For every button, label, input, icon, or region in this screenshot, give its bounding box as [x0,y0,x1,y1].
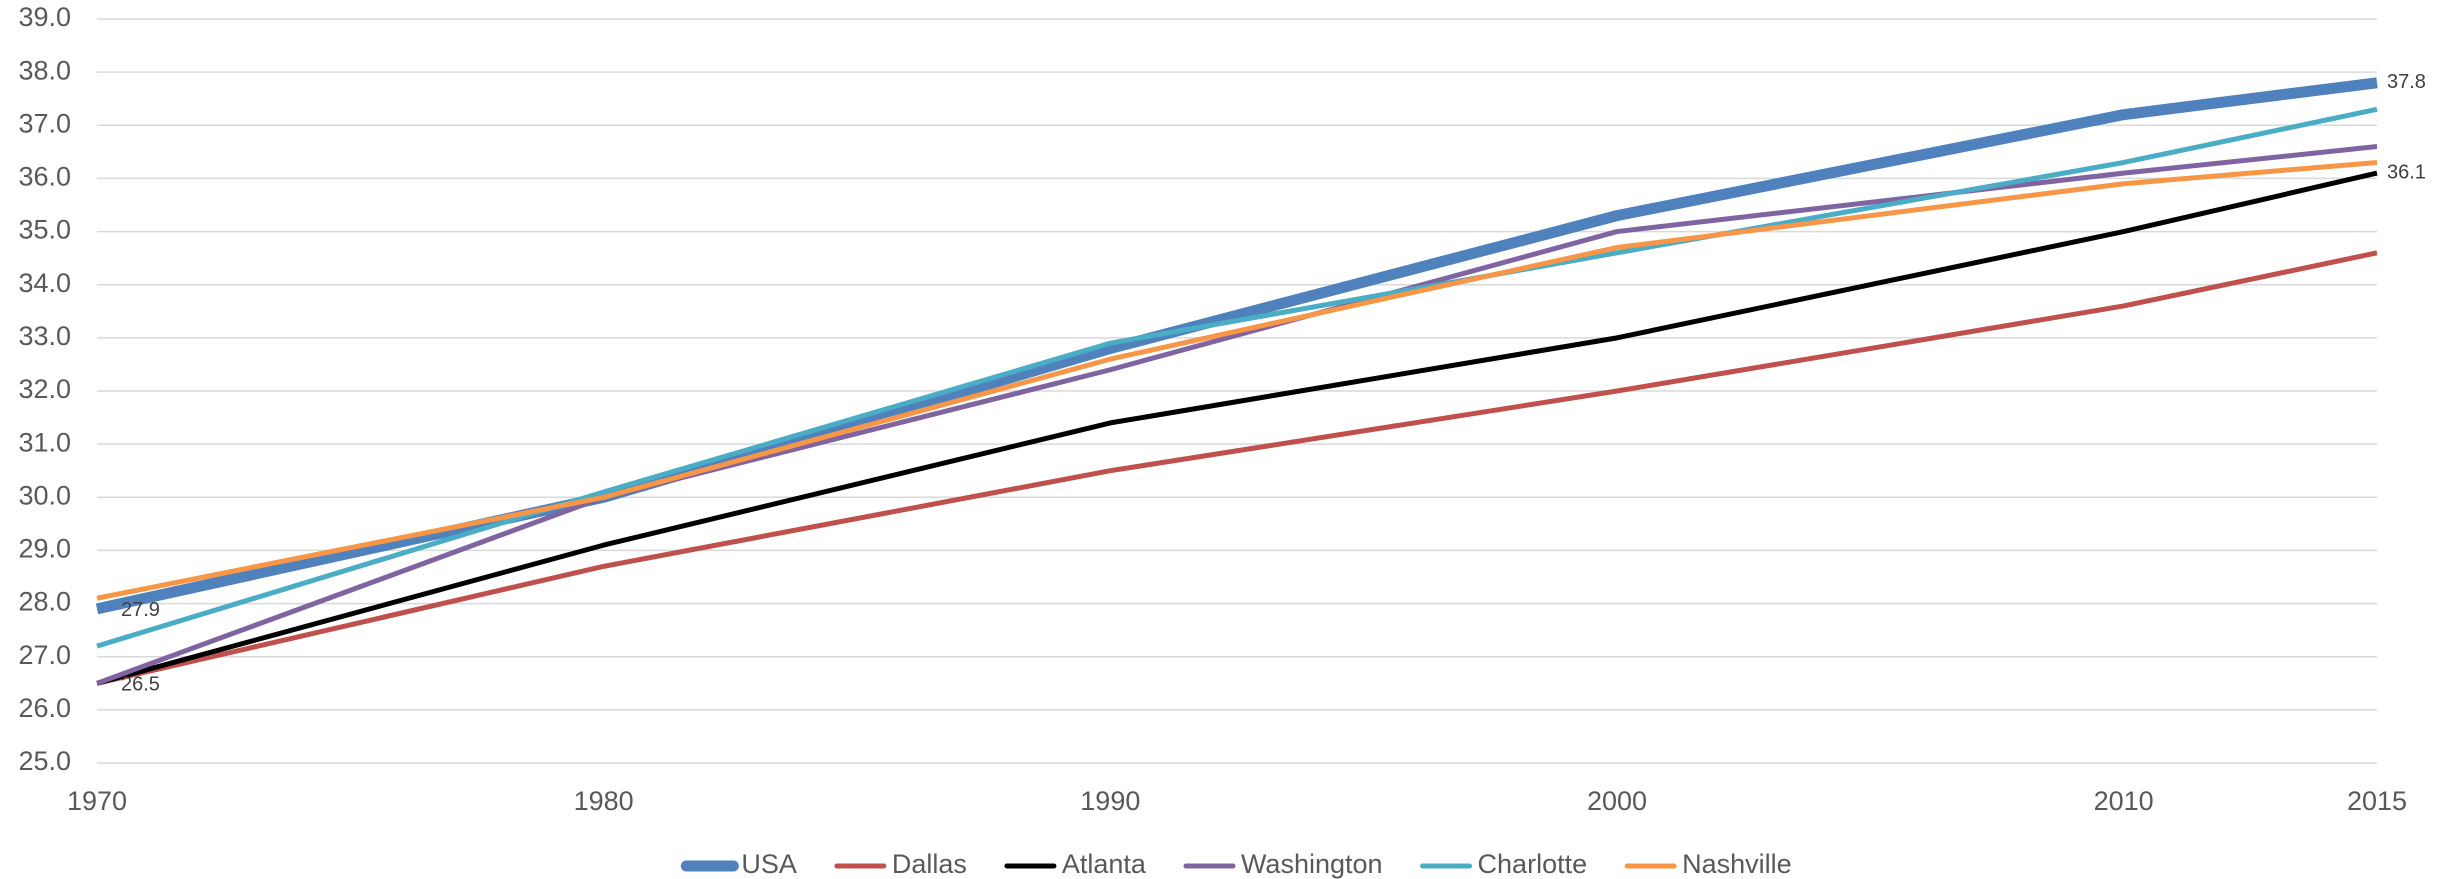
y-tick-label: 28.0 [18,587,71,617]
legend-label: Dallas [892,849,967,879]
y-tick-label: 37.0 [18,108,71,138]
x-tick-label: 2010 [2094,786,2154,816]
line [96,106,2378,649]
y-tick-label: 31.0 [18,427,71,457]
line [96,159,2378,601]
y-tick-label: 35.0 [18,215,71,245]
x-tick-label: 2000 [1587,786,1647,816]
y-tick-label: 25.0 [18,746,71,776]
y-tick-label: 36.0 [18,162,71,192]
line [96,250,2378,686]
y-tick-label: 38.0 [18,55,71,85]
y-tick-label: 26.0 [18,693,71,723]
legend-label: USA [741,849,797,879]
y-tick-label: 29.0 [18,534,71,564]
y-tick-label: 30.0 [18,480,71,510]
line [96,170,2378,686]
x-tick-label: 1990 [1080,786,1140,816]
data-label: 26.5 [121,674,160,696]
legend-label: Charlotte [1478,849,1588,879]
y-tick-label: 32.0 [18,374,71,404]
line [96,144,2378,686]
data-label: 37.8 [2387,71,2426,93]
y-tick-label: 34.0 [18,268,71,298]
y-tick-label: 27.0 [18,640,71,670]
y-tick-label: 39.0 [18,2,71,32]
legend-label: Nashville [1682,849,1792,879]
data-label: 27.9 [121,599,160,621]
x-tick-label: 1970 [67,786,127,816]
y-tick-label: 33.0 [18,321,71,351]
x-tick-label: 1980 [574,786,634,816]
legend-label: Atlanta [1062,849,1147,879]
legend-label: Washington [1241,849,1383,879]
data-label: 36.1 [2387,161,2426,183]
x-tick-label: 2015 [2347,786,2407,816]
